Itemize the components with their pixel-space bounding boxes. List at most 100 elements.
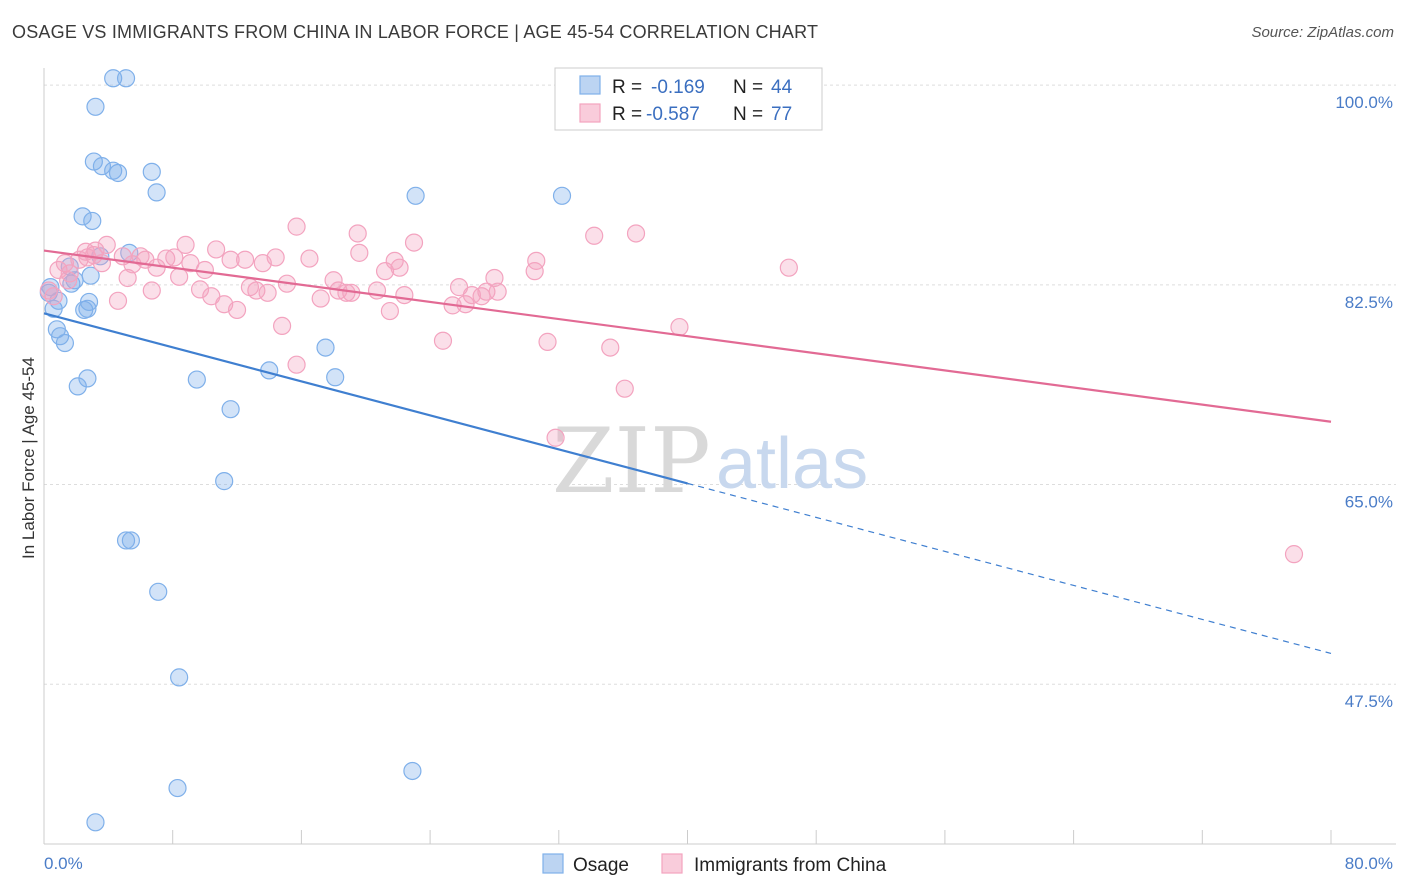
y-tick-labels: 100.0% 82.5% 65.0% 47.5%	[1335, 93, 1393, 711]
x-tick-label-left: 0.0%	[44, 854, 83, 873]
bottom-legend: Osage Immigrants from China	[542, 853, 887, 876]
data-point-0-35	[215, 472, 234, 491]
data-point-1-35	[247, 281, 266, 300]
data-point-1-5	[60, 264, 79, 283]
data-point-0-34	[187, 370, 206, 389]
data-point-1-62	[462, 285, 482, 305]
source-credit: Source: ZipAtlas.com	[1251, 24, 1394, 41]
data-point-1-70	[546, 428, 565, 447]
data-point-0-15	[78, 369, 97, 388]
data-point-0-22	[104, 161, 123, 180]
data-point-1-19	[142, 281, 161, 300]
data-point-1-23	[170, 267, 189, 286]
data-point-1-29	[207, 240, 226, 259]
data-point-1-76	[779, 258, 798, 277]
series-osage-points	[39, 69, 572, 832]
data-point-0-30	[147, 183, 166, 202]
data-point-1-75	[670, 317, 689, 337]
legend-swatch-china	[579, 103, 601, 123]
legend-r-label-china: R =	[612, 104, 642, 125]
legend-n-value-china: 77	[771, 104, 792, 125]
data-point-1-66	[488, 282, 507, 301]
legend-swatch-osage	[579, 75, 601, 95]
data-point-0-6	[55, 333, 75, 353]
bottom-legend-swatch-osage	[542, 853, 564, 874]
data-point-1-72	[601, 338, 620, 357]
data-point-0-31	[149, 582, 168, 601]
data-point-1-39	[272, 316, 292, 336]
bottom-legend-label-osage: Osage	[573, 855, 629, 876]
data-point-1-69	[538, 332, 557, 351]
data-point-0-25	[116, 69, 136, 88]
data-point-0-27	[121, 531, 140, 550]
data-point-0-13	[78, 299, 97, 318]
data-point-0-21	[92, 157, 112, 176]
data-point-1-32	[227, 300, 247, 320]
data-point-0-14	[79, 292, 99, 312]
data-point-1-56	[395, 285, 414, 305]
data-point-1-74	[626, 224, 646, 243]
data-point-1-57	[404, 233, 424, 252]
data-point-1-0	[39, 281, 58, 300]
y-tick-label-1: 82.5%	[1345, 293, 1393, 312]
data-point-1-4	[59, 271, 78, 290]
data-point-1-31	[221, 250, 240, 269]
data-point-0-40	[406, 186, 425, 205]
bottom-legend-swatch-china	[661, 853, 683, 874]
y-axis-label: In Labor Force | Age 45-54	[19, 357, 38, 559]
data-point-1-43	[300, 249, 319, 268]
data-point-0-16	[81, 266, 100, 285]
axes	[43, 68, 1396, 845]
data-point-0-39	[326, 368, 345, 387]
trend-line-0	[43, 312, 688, 485]
trend-line-dashed-0	[687, 482, 1332, 655]
data-point-1-3	[55, 254, 75, 273]
data-point-1-73	[615, 379, 634, 398]
data-point-1-65	[485, 268, 504, 288]
legend-r-value-china: -0.587	[646, 104, 700, 125]
data-point-1-44	[311, 289, 330, 308]
data-point-1-77	[1284, 545, 1304, 564]
data-point-0-23	[104, 69, 123, 88]
data-point-0-38	[316, 338, 335, 357]
y-tick-label-0: 100.0%	[1335, 93, 1393, 112]
trend-lines	[43, 249, 1332, 655]
data-point-1-49	[350, 243, 369, 262]
data-point-1-53	[380, 301, 399, 321]
data-point-0-12	[73, 207, 92, 226]
data-point-1-15	[118, 268, 137, 288]
chart-title: OSAGE VS IMMIGRANTS FROM CHINA IN LABOR …	[12, 22, 819, 42]
y-tick-label-2: 65.0%	[1345, 493, 1393, 512]
data-point-1-24	[176, 235, 195, 254]
data-point-1-38	[266, 248, 285, 267]
stats-legend: R = -0.169 N = 44 R = -0.587 N = 77	[554, 67, 823, 131]
data-point-0-24	[108, 163, 128, 183]
data-point-1-61	[456, 295, 475, 314]
data-point-1-33	[235, 250, 255, 269]
data-point-1-28	[202, 287, 221, 306]
grid-lines	[44, 84, 1396, 685]
trend-line-1	[43, 249, 1332, 423]
data-point-0-36	[221, 400, 240, 419]
data-point-1-27	[195, 260, 214, 280]
x-tick-marks	[43, 830, 1332, 844]
data-point-0-19	[86, 97, 105, 116]
data-point-1-37	[258, 283, 277, 302]
data-point-1-55	[390, 258, 409, 277]
data-point-1-22	[165, 248, 184, 267]
data-point-1-50	[348, 224, 367, 243]
data-point-0-26	[116, 531, 136, 550]
legend-n-label-china: N =	[733, 104, 763, 125]
watermark-atlas: atlas	[716, 424, 868, 504]
data-point-1-58	[433, 331, 453, 350]
data-point-0-32	[170, 668, 189, 687]
data-point-1-17	[131, 247, 150, 266]
bottom-legend-label-china: Immigrants from China	[694, 855, 887, 876]
data-point-1-26	[190, 280, 210, 299]
data-point-0-42	[552, 186, 572, 205]
data-point-1-68	[525, 262, 544, 281]
data-point-1-71	[585, 226, 604, 245]
data-point-0-17	[83, 211, 102, 231]
data-point-1-13	[108, 291, 128, 310]
